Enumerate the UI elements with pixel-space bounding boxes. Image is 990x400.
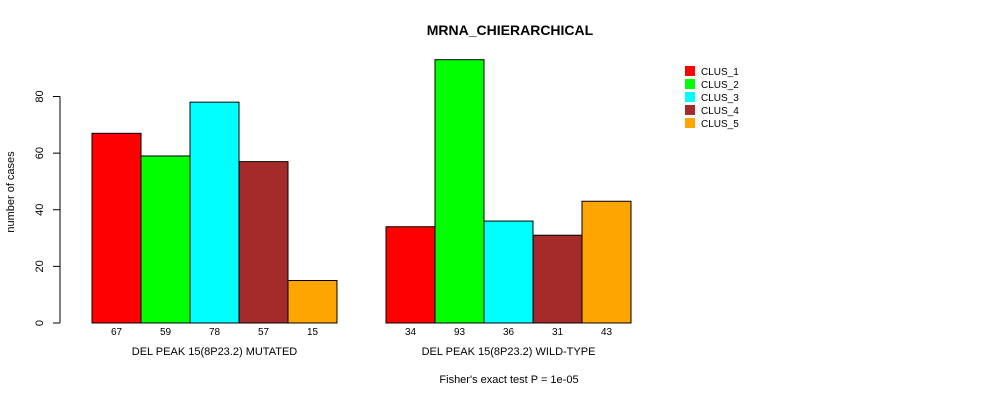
group-label: DEL PEAK 15(8P23.2) MUTATED [132, 346, 298, 358]
legend-swatch [685, 79, 695, 89]
bar-clus-2-group-1 [140, 155, 191, 324]
legend-label: CLUS_3 [701, 93, 739, 104]
bar-clus-1-group-1 [91, 132, 142, 324]
legend-swatch [685, 118, 695, 128]
legend: CLUS_1 CLUS_2 CLUS_3 CLUS_4 CLUS_5 [685, 66, 739, 130]
legend-label: CLUS_4 [701, 106, 739, 117]
bar-value-label: 57 [258, 327, 270, 338]
bar-clus-3-group-1 [189, 101, 240, 324]
bars [91, 59, 632, 324]
footnote: Fisher's exact test P = 1e-05 [439, 374, 578, 386]
y-tick-label: 60 [34, 147, 46, 159]
value-labels: 67 59 78 57 15 34 93 36 31 43 [111, 327, 613, 338]
legend-swatch [685, 66, 695, 76]
legend-label: CLUS_5 [701, 119, 739, 130]
y-tick-label: 20 [34, 260, 46, 272]
bar-clus-1-group-2 [385, 226, 436, 324]
chart-title: MRNA_CHIERARCHICAL [427, 22, 594, 38]
bar-clus-3-group-2 [483, 220, 534, 324]
bar-value-label: 34 [405, 327, 417, 338]
bar-value-label: 43 [601, 327, 613, 338]
group-labels: DEL PEAK 15(8P23.2) MUTATED DEL PEAK 15(8… [132, 346, 596, 358]
legend-swatch [685, 105, 695, 115]
y-axis: 0 20 40 60 80 [34, 90, 61, 326]
bar-value-label: 36 [503, 327, 515, 338]
group-label: DEL PEAK 15(8P23.2) WILD-TYPE [422, 346, 596, 358]
bar-clus-5-group-2 [581, 200, 632, 324]
y-axis-label: number of cases [5, 151, 17, 233]
bar-value-label: 15 [307, 327, 319, 338]
bar-value-label: 78 [209, 327, 221, 338]
legend-swatch [685, 92, 695, 102]
bar-value-label: 31 [552, 327, 564, 338]
legend-label: CLUS_2 [701, 80, 739, 91]
bar-clus-5-group-1 [287, 280, 338, 324]
bar-value-label: 93 [454, 327, 466, 338]
y-tick-label: 0 [34, 320, 46, 326]
bar-value-label: 67 [111, 327, 123, 338]
bar-clus-4-group-1 [238, 161, 289, 324]
legend-label: CLUS_1 [701, 67, 739, 78]
bar-clus-2-group-2 [434, 59, 485, 324]
bar-clus-4-group-2 [532, 234, 583, 324]
bar-value-label: 59 [160, 327, 172, 338]
y-tick-label: 40 [34, 204, 46, 216]
y-tick-label: 80 [34, 90, 46, 102]
